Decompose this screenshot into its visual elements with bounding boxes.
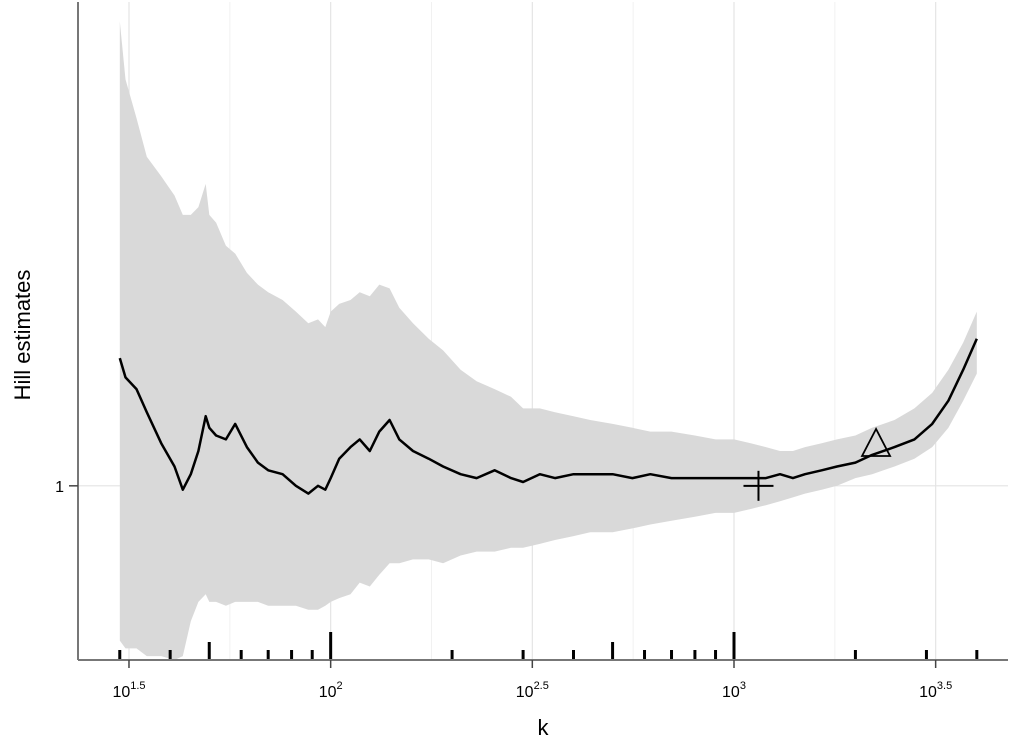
series-layer [118, 338, 978, 495]
x-axis-ticks: 101.5 102 102.5 103 103.5 [112, 660, 952, 701]
axes [77, 2, 1008, 661]
y-axis-label: Hill estimates [10, 270, 35, 401]
x-tick-label: 103 [722, 680, 746, 701]
x-tick-label: 102 [319, 680, 343, 701]
x-axis-label: k [538, 715, 550, 740]
x-tick-label: 101.5 [112, 680, 145, 701]
confidence-band [119, 21, 977, 660]
x-tick-label: 102.5 [516, 680, 549, 701]
y-tick-label: 1 [55, 479, 64, 496]
rug-ticks [118, 632, 979, 659]
grid [78, 2, 1008, 660]
y-axis-ticks: 1 [55, 479, 78, 496]
triangle-marker [860, 427, 892, 457]
markers [743, 427, 892, 501]
x-tick-label: 103.5 [919, 680, 952, 701]
hill-estimate-line [118, 338, 978, 495]
plus-marker [743, 470, 774, 501]
confidence-band-area [119, 21, 977, 660]
